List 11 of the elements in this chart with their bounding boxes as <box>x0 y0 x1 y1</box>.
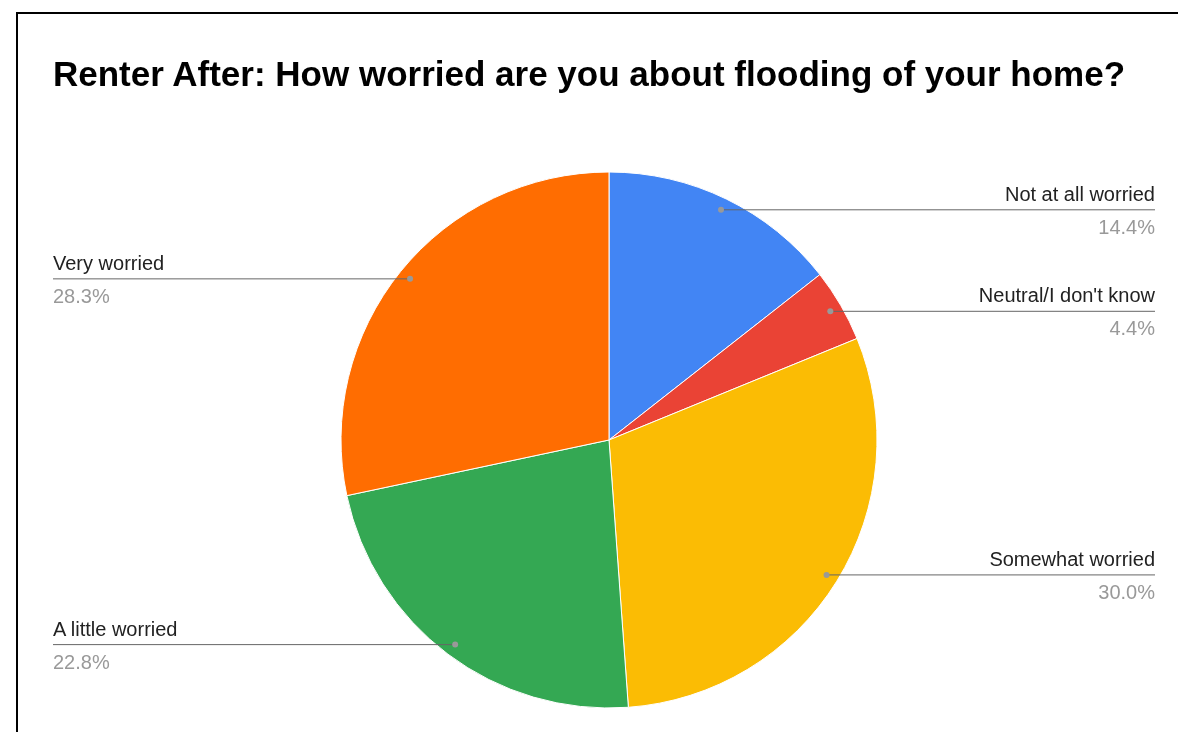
data-label: 22.8% <box>53 650 110 673</box>
slice-label: A little worried <box>53 617 178 640</box>
data-label: 28.3% <box>53 284 110 307</box>
slice-label: Somewhat worried <box>989 547 1155 570</box>
data-label: 14.4% <box>1098 215 1156 238</box>
slice-label: Neutral/I don't know <box>978 284 1156 307</box>
data-label: 4.4% <box>1109 317 1156 340</box>
chart-title: Renter After: How worried are you about flooding of your home? <box>53 53 1127 95</box>
slice-label: Not at all worried <box>1004 182 1155 205</box>
data-label: 30.0% <box>1098 580 1156 603</box>
slice-label: Very worried <box>53 251 165 274</box>
